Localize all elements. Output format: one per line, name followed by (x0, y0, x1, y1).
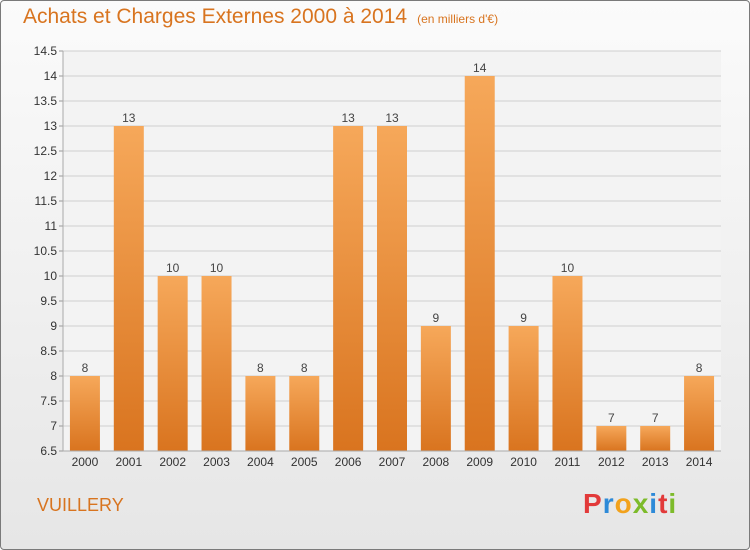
y-tick-label: 7.5 (40, 394, 57, 408)
y-tick-label: 9 (50, 319, 57, 333)
x-tick-label: 2008 (423, 455, 450, 469)
bar (464, 76, 495, 451)
bar (508, 326, 539, 451)
bar (552, 276, 583, 451)
logo-letter: x (632, 488, 650, 519)
bar-value-label: 8 (257, 361, 264, 375)
logo-letter: P (583, 488, 603, 519)
x-tick-label: 2000 (72, 455, 99, 469)
axes: 6.5 7 7.5 8 8.5 9 9.5 10 10.5 11 11.5 12 12.5 13 13.5 1… (34, 44, 721, 469)
bar-value-label: 7 (652, 411, 659, 425)
bar-value-label: 14 (473, 61, 487, 75)
chart-unit: (en milliers d'€) (417, 12, 499, 26)
x-tick-label: 2004 (247, 455, 274, 469)
y-tick-label: 12 (44, 169, 58, 183)
y-tick-label: 10 (44, 269, 58, 283)
bar (333, 126, 364, 451)
chart-title-text: Achats et Charges Externes 2000 à 2014 (23, 5, 408, 28)
place-name: VUILLERY (37, 495, 124, 515)
bar-value-label: 7 (608, 411, 615, 425)
bar-value-label: 9 (520, 311, 527, 325)
y-tick-label: 14 (44, 69, 58, 83)
bar-value-label: 10 (210, 261, 224, 275)
y-tick-label: 8 (50, 369, 57, 383)
bar-value-label: 13 (385, 111, 399, 125)
y-tick-label: 6.5 (40, 444, 57, 458)
y-tick-label: 8.5 (40, 344, 57, 358)
x-tick-label: 2001 (115, 455, 142, 469)
x-tick-label: 2006 (335, 455, 362, 469)
bar (69, 376, 100, 451)
bar-value-label: 10 (166, 261, 180, 275)
y-tick-label: 7 (50, 419, 57, 433)
bar-value-label: 13 (122, 111, 136, 125)
bar (420, 326, 451, 451)
bars: 8 13 10 10 8 8 13 13 9 14 9 10 7 7 8 (69, 61, 715, 451)
bar (157, 276, 188, 451)
logo-letter: t (658, 488, 669, 519)
y-tick-label: 11.5 (35, 194, 58, 208)
x-tick-label: 2014 (686, 455, 713, 469)
y-tick-label: 13 (44, 119, 58, 133)
bar-value-label: 8 (696, 361, 703, 375)
bar (377, 126, 407, 451)
bar (596, 426, 627, 451)
logo-letter: r (602, 488, 615, 519)
bar-value-label: 10 (561, 261, 575, 275)
bar (640, 426, 671, 451)
proxiti-logo: Proxiti (583, 488, 677, 520)
y-tick-label: 10.5 (34, 244, 58, 258)
x-tick-label: 2007 (379, 455, 406, 469)
logo-letter: i (649, 488, 659, 519)
logo-letter: o (614, 488, 633, 519)
x-tick-label: 2012 (598, 455, 625, 469)
x-tick-label: 2010 (510, 455, 537, 469)
y-tick-label: 13.5 (34, 94, 58, 108)
bar-value-label: 13 (341, 111, 355, 125)
bar-value-label: 9 (433, 311, 440, 325)
y-tick-label: 14.5 (34, 44, 58, 58)
bar-value-label: 8 (301, 361, 308, 375)
y-tick-label: 9.5 (40, 294, 57, 308)
x-tick-label: 2011 (555, 455, 581, 469)
x-tick-label: 2009 (466, 455, 493, 469)
bar (245, 376, 276, 451)
y-tick-label: 12.5 (34, 144, 58, 158)
x-tick-label: 2013 (642, 455, 669, 469)
bar (113, 126, 144, 451)
bar-value-label: 8 (82, 361, 89, 375)
bar (201, 276, 232, 451)
bar (684, 376, 715, 451)
chart-title: Achats et Charges Externes 2000 à 2014 (e… (23, 5, 498, 29)
y-tick-label: 11 (45, 219, 58, 233)
x-tick-label: 2005 (291, 455, 318, 469)
x-tick-label: 2002 (159, 455, 186, 469)
bar (289, 376, 320, 451)
x-tick-label: 2003 (203, 455, 230, 469)
logo-letter: i (668, 488, 678, 519)
